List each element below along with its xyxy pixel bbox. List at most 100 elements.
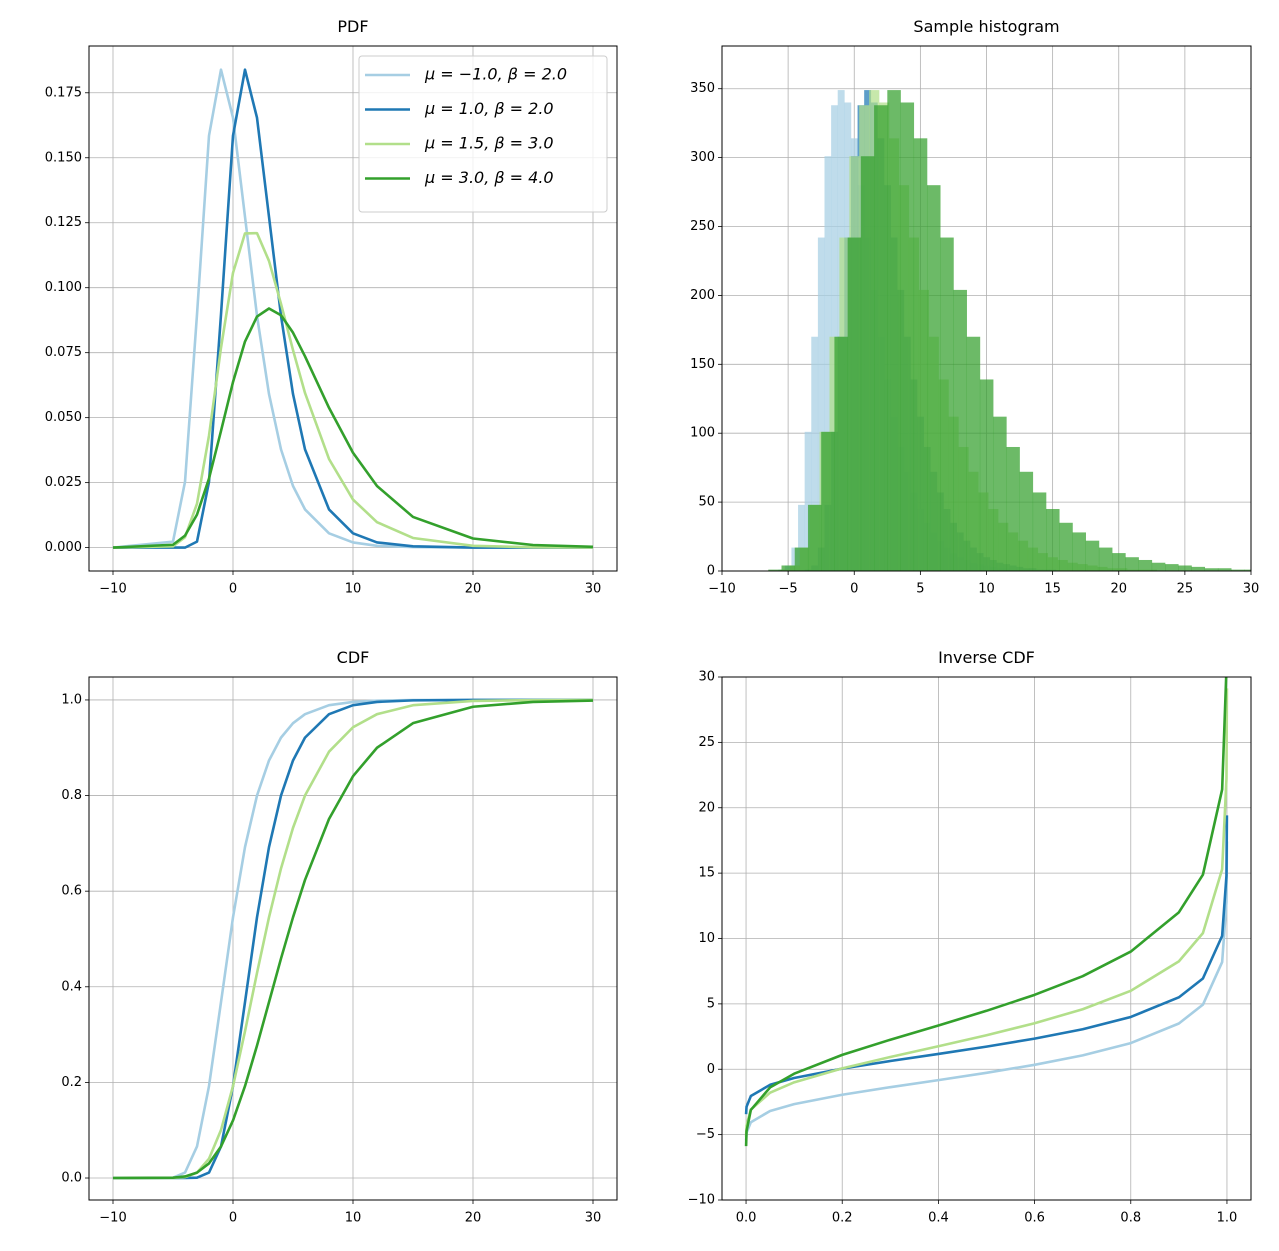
line-series (112, 307, 594, 549)
y-tick-label: 0.150 (45, 150, 82, 165)
histogram-bar (781, 565, 796, 571)
y-tick-label: 1.0 (61, 692, 82, 707)
subplot-title: Inverse CDF (938, 648, 1035, 667)
histogram-bar (798, 504, 805, 571)
histogram-bar (1032, 492, 1047, 571)
histogram-bar (1217, 568, 1232, 571)
legend: μ = −1.0, β = 2.0 μ = 1.0, β = 2.0 μ = 1.5… (358, 55, 608, 213)
y-tick-label: 0.100 (45, 280, 82, 295)
x-tick-label: 0 (850, 582, 858, 597)
line-series (744, 688, 1229, 1137)
line-series (113, 68, 593, 549)
histogram-bar (804, 431, 812, 571)
histogram-bar (874, 105, 888, 571)
histogram-bar (913, 138, 928, 571)
x-tick-label: 5 (916, 582, 924, 597)
x-tick-label: 25 (1177, 582, 1194, 597)
axes-frame (721, 45, 1252, 572)
y-tick-label: 0.075 (45, 345, 82, 360)
y-tick-label: 0 (707, 564, 715, 579)
y-tick-label: 0.050 (45, 410, 82, 425)
x-tick-label: 10 (978, 582, 995, 597)
plot-area (112, 68, 594, 549)
x-tick-label: 15 (1044, 582, 1061, 597)
histogram-bar (834, 336, 848, 571)
y-tick-label: 20 (698, 800, 715, 815)
y-tick-label: 0.125 (45, 215, 82, 230)
histogram-bar (993, 416, 1007, 571)
histogram-bar (1138, 559, 1153, 571)
histogram-bar (807, 504, 822, 571)
y-tick-label: 0.175 (45, 85, 82, 100)
legend-label: μ = 1.5, β = 3.0 (424, 134, 554, 153)
x-tick-label: 20 (465, 582, 482, 597)
y-tick-label: 5 (707, 996, 715, 1011)
y-tick-label: 15 (698, 866, 715, 881)
histogram-bar (953, 289, 967, 571)
line-series (744, 841, 1229, 1141)
axes-frame (721, 676, 1252, 1201)
y-tick-label: 0.0 (61, 1171, 82, 1186)
histogram-bar (817, 237, 825, 571)
x-tick-label: 20 (1110, 582, 1127, 597)
histogram-bar (926, 185, 941, 571)
y-tick-label: 150 (690, 357, 715, 372)
histogram-bar (811, 336, 819, 571)
histogram-bar (979, 379, 994, 571)
x-tick-label: 0 (229, 582, 237, 597)
x-tick-label: 10 (345, 1211, 362, 1226)
x-tick-label: 30 (585, 1211, 602, 1226)
line-series (113, 698, 593, 1180)
histogram-bar (1072, 532, 1086, 571)
axes-frame (88, 45, 618, 572)
histogram-bar (887, 90, 901, 571)
histogram-bar (900, 102, 915, 571)
plot-area (768, 90, 1251, 571)
histogram-bar (1098, 547, 1113, 571)
histogram-bar (768, 569, 782, 571)
histogram-bar (1085, 540, 1100, 571)
y-tick-label: 0.025 (45, 475, 82, 490)
x-tick-label: −5 (779, 582, 798, 597)
histogram-bar (1006, 446, 1020, 571)
x-tick-label: 30 (585, 582, 602, 597)
subplot: PDF −10 0 10 20 30 0.000 0.025 0.050 0.075 0.100 0.… (45, 17, 618, 597)
plot-area (744, 677, 1229, 1147)
y-tick-label: 30 (698, 670, 715, 685)
histogram-bar (847, 237, 862, 571)
histogram-bar (966, 336, 981, 571)
axes-frame (88, 676, 618, 1201)
x-tick-label: 1.0 (1217, 1211, 1238, 1226)
line-series (744, 677, 1228, 1147)
y-tick-label: 0.2 (61, 1075, 82, 1090)
histogram-bar (1165, 564, 1179, 571)
subplot: Inverse CDF 0.0 0.2 0.4 0.6 0.8 1.0 −10 −5 0 5 10 15… (688, 648, 1252, 1226)
y-tick-label: 0.4 (61, 979, 82, 994)
subplot-title: CDF (337, 648, 370, 667)
y-tick-label: 350 (690, 81, 715, 96)
legend-label: μ = 1.0, β = 2.0 (424, 99, 554, 118)
histogram-bar (1178, 565, 1192, 571)
histogram-bar (1204, 568, 1219, 571)
legend-box (358, 55, 608, 213)
y-tick-label: −10 (688, 1193, 715, 1208)
x-tick-label: 0.4 (928, 1211, 949, 1226)
legend-label: μ = 3.0, β = 4.0 (424, 168, 554, 187)
histogram-bar (1151, 562, 1166, 571)
y-tick-label: 250 (690, 219, 715, 234)
plot-area (112, 698, 594, 1180)
x-tick-label: 10 (345, 582, 362, 597)
histogram-bar (1244, 569, 1251, 571)
histogram-bar (860, 156, 875, 571)
subplot: Sample histogram−10 −5 0 5 10 15 20 25 300501001… (690, 17, 1260, 597)
y-tick-label: 300 (690, 150, 715, 165)
x-tick-label: 20 (465, 1211, 482, 1226)
histogram-bar (794, 547, 809, 571)
x-tick-label: 30 (1243, 582, 1260, 597)
histogram-bar (1112, 553, 1126, 571)
histogram-bar (824, 156, 832, 571)
histogram-bar (940, 237, 954, 571)
line-series (112, 699, 594, 1180)
